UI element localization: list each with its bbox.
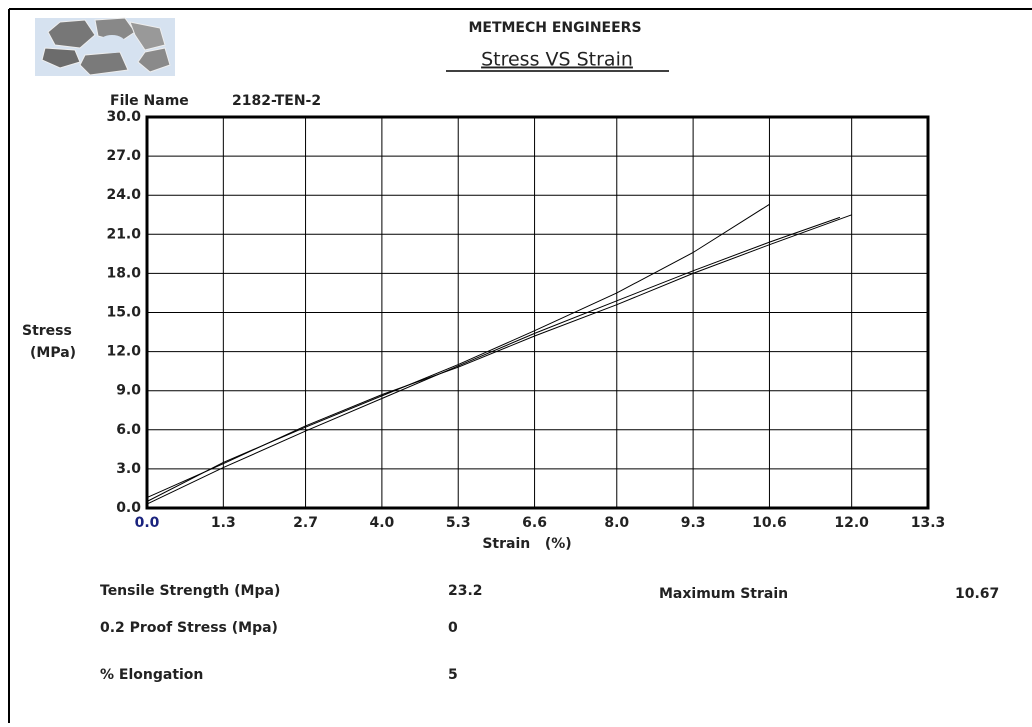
result-value: 0 (448, 620, 458, 636)
y-tick-label: 15.0 (106, 305, 141, 321)
result-value: 5 (448, 667, 458, 683)
result-value: 10.67 (955, 586, 999, 602)
x-tick-label: 1.3 (211, 515, 236, 531)
y-tick-label: 3.0 (116, 461, 141, 477)
y-tick-label: 18.0 (106, 265, 141, 281)
y-tick-label: 27.0 (106, 148, 141, 164)
y-tick-label: 30.0 (106, 109, 141, 125)
result-label: % Elongation (100, 667, 203, 683)
stress-strain-curve (146, 216, 841, 505)
y-tick-label: 12.0 (106, 344, 141, 360)
chart-title: Stress VS Strain (481, 49, 633, 71)
plot-frame (145, 115, 930, 510)
logo-tile (94, 17, 136, 43)
y-tick-label: 6.0 (116, 422, 141, 438)
logo-tile (47, 19, 96, 49)
x-tick-label: 2.7 (293, 515, 318, 531)
y-axis-label: Stress (22, 323, 72, 339)
x-tick-label: 6.6 (522, 515, 547, 531)
x-tick-label: 5.3 (446, 515, 471, 531)
stress-strain-curve (146, 214, 852, 499)
result-label: Tensile Strength (Mpa) (100, 583, 280, 599)
x-tick-label: 8.0 (604, 515, 629, 531)
y-axis-label: (MPa) (30, 345, 76, 361)
file-name-label: File Name (110, 93, 189, 109)
y-tick-label: 9.0 (116, 383, 141, 399)
logo-tile (41, 47, 81, 69)
logo-tile (137, 47, 171, 73)
y-tick-label: 24.0 (106, 187, 141, 203)
file-name: 2182-TEN-2 (232, 93, 321, 109)
company-name: METMECH ENGINEERS (468, 20, 641, 36)
result-value: 23.2 (448, 583, 483, 599)
logo (35, 17, 175, 76)
y-tick-label: 21.0 (106, 226, 141, 242)
logo-tile (129, 21, 166, 51)
x-tick-label: 4.0 (369, 515, 394, 531)
x-tick-label: 12.0 (834, 515, 869, 531)
x-tick-label: 9.3 (681, 515, 706, 531)
y-tick-label: 0.0 (116, 500, 141, 516)
result-label: 0.2 Proof Stress (Mpa) (100, 620, 278, 636)
x-tick-label: 10.6 (752, 515, 787, 531)
result-label: Maximum Strain (659, 586, 788, 602)
x-tick-label: 0.0 (135, 515, 160, 531)
logo-hole (98, 35, 126, 53)
x-axis-label: Strain (%) (482, 536, 571, 552)
x-tick-label: 13.3 (911, 515, 946, 531)
